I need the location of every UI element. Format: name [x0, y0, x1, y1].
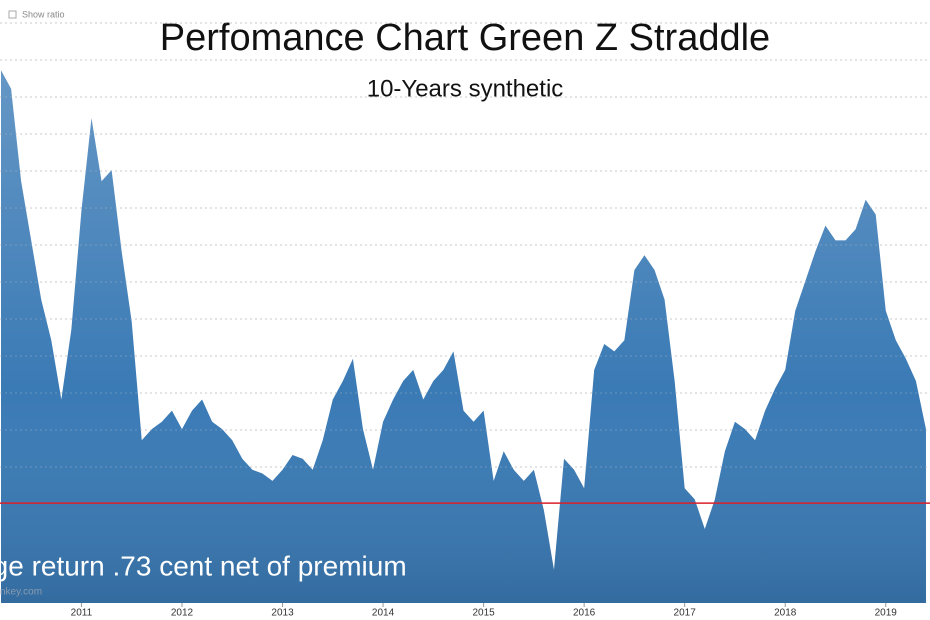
plot-area [1, 70, 926, 603]
area-shade [1, 70, 926, 603]
overlay: 2011 2012 2013 2014 2015 2016 2017 2018 2019 [0, 22, 930, 619]
chart-subtitle: 10-Years synthetic [367, 75, 564, 102]
checkbox-label[interactable]: Show ratio [22, 9, 65, 19]
x-tick-label: 2015 [472, 608, 495, 619]
x-tick-label: 2018 [774, 608, 797, 619]
annotation: Average return .73 cent net of premium [0, 550, 407, 581]
x-tick-label: 2011 [71, 608, 93, 619]
x-tick-label: 2019 [875, 608, 898, 619]
x-tick-label: 2017 [674, 608, 697, 619]
x-tick-label: 2013 [271, 608, 294, 619]
chart-title: Perfomance Chart Green Z Straddle [160, 17, 770, 59]
checkbox[interactable] [8, 10, 17, 19]
x-tick-label: 2014 [372, 608, 395, 619]
x-tick-label: 2016 [573, 608, 596, 619]
x-tick-label: 2012 [171, 608, 194, 619]
watermark: nkey.com [0, 587, 42, 598]
